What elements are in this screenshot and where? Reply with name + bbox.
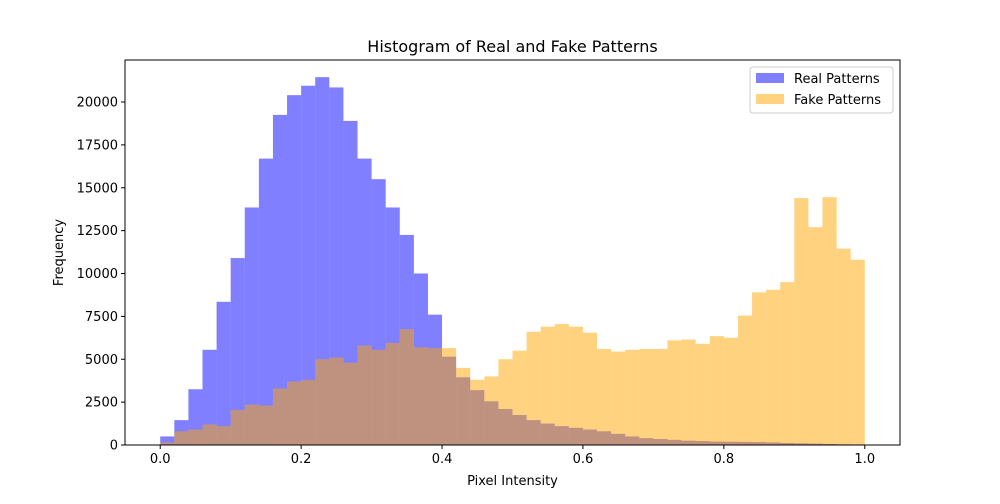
- bar-series1-bin8: [273, 388, 287, 445]
- y-axis-label: Frequency: [52, 219, 67, 286]
- bar-series1-bin22: [470, 380, 484, 445]
- legend-swatch-real: [756, 73, 784, 83]
- bar-series1-bin23: [484, 376, 498, 445]
- y-tick-label: 10000: [77, 267, 118, 282]
- bar-series1-bin7: [259, 406, 273, 445]
- bar-series1-bin44: [780, 282, 794, 445]
- bar-series1-bin37: [682, 340, 696, 445]
- y-tick-label: 15000: [77, 181, 118, 196]
- legend-label-fake: Fake Patterns: [794, 93, 881, 108]
- bar-series1-bin33: [625, 350, 639, 445]
- bar-series1-bin17: [400, 329, 414, 445]
- bar-series1-bin45: [794, 198, 808, 445]
- bar-series1-bin34: [639, 349, 653, 445]
- bar-series1-bin4: [217, 426, 231, 445]
- bar-series1-bin19: [428, 348, 442, 445]
- y-tick-label: 0: [110, 439, 118, 454]
- y-axis: 0 2500 5000 7500 10000 12500 15000 17500 20000: [77, 96, 125, 454]
- x-tick-label: 1.0: [854, 452, 875, 467]
- bar-series1-bin5: [231, 410, 245, 445]
- bar-series1-bin43: [766, 290, 780, 445]
- y-tick-label: 2500: [85, 396, 118, 411]
- bar-series1-bin30: [583, 333, 597, 445]
- bar-series0-bin7: [259, 159, 273, 445]
- bar-series1-bin28: [555, 324, 569, 445]
- x-tick-label: 0.4: [432, 452, 453, 467]
- bar-series1-bin40: [724, 338, 738, 445]
- bar-series1-bin16: [386, 343, 400, 445]
- y-tick-label: 12500: [77, 224, 118, 239]
- x-tick-label: 0.0: [150, 452, 171, 467]
- y-tick-label: 17500: [77, 138, 118, 153]
- y-tick-label: 7500: [85, 310, 118, 325]
- bar-series1-bin15: [372, 350, 386, 445]
- bar-series1-bin12: [329, 358, 343, 445]
- bar-series1-bin27: [541, 327, 555, 445]
- legend: Real Patterns Fake Patterns: [750, 67, 893, 113]
- legend-swatch-fake: [756, 94, 784, 104]
- x-axis: 0.0 0.2 0.4 0.6 0.8 1.0: [150, 445, 875, 467]
- bar-series1-bin39: [710, 336, 724, 445]
- bar-series1-bin1: [174, 431, 188, 445]
- bar-series1-bin10: [301, 380, 315, 445]
- bar-series1-bin26: [527, 332, 541, 445]
- bar-series1-bin24: [498, 359, 512, 445]
- bar-series1-bin6: [245, 405, 259, 445]
- chart-title: Histogram of Real and Fake Patterns: [367, 37, 657, 56]
- bar-series1-bin46: [808, 227, 822, 445]
- bar-series0-bin4: [217, 302, 231, 445]
- bar-series1-bin35: [653, 349, 667, 445]
- y-tick-label: 20000: [77, 96, 118, 111]
- bar-series1-bin31: [597, 349, 611, 445]
- bar-series1-bin9: [287, 382, 301, 445]
- bar-series1-bin2: [188, 430, 202, 445]
- bar-series1-bin13: [343, 363, 357, 445]
- bar-series1-bin29: [569, 327, 583, 445]
- bar-series1-bin21: [456, 368, 470, 445]
- bar-series1-bin41: [738, 316, 752, 445]
- bar-series1-bin25: [513, 351, 527, 445]
- bar-series1-bin49: [851, 260, 865, 445]
- x-tick-label: 0.6: [573, 452, 594, 467]
- bar-series1-bin42: [752, 292, 766, 445]
- bar-series1-bin18: [414, 347, 428, 445]
- legend-label-real: Real Patterns: [794, 72, 880, 87]
- bar-series1-bin14: [358, 346, 372, 445]
- bar-series1-bin11: [315, 359, 329, 445]
- bar-series1-bin47: [823, 197, 837, 445]
- bar-series1-bin32: [611, 352, 625, 445]
- y-tick-label: 5000: [85, 353, 118, 368]
- bar-series1-bin38: [696, 344, 710, 445]
- bar-series1-bin48: [837, 249, 851, 445]
- bar-series1-bin20: [442, 348, 456, 445]
- x-axis-label: Pixel Intensity: [467, 474, 558, 489]
- x-tick-label: 0.2: [291, 452, 312, 467]
- bar-series1-bin36: [668, 340, 682, 445]
- bars-layer: [160, 77, 865, 445]
- bar-series1-bin3: [203, 424, 217, 445]
- x-tick-label: 0.8: [714, 452, 735, 467]
